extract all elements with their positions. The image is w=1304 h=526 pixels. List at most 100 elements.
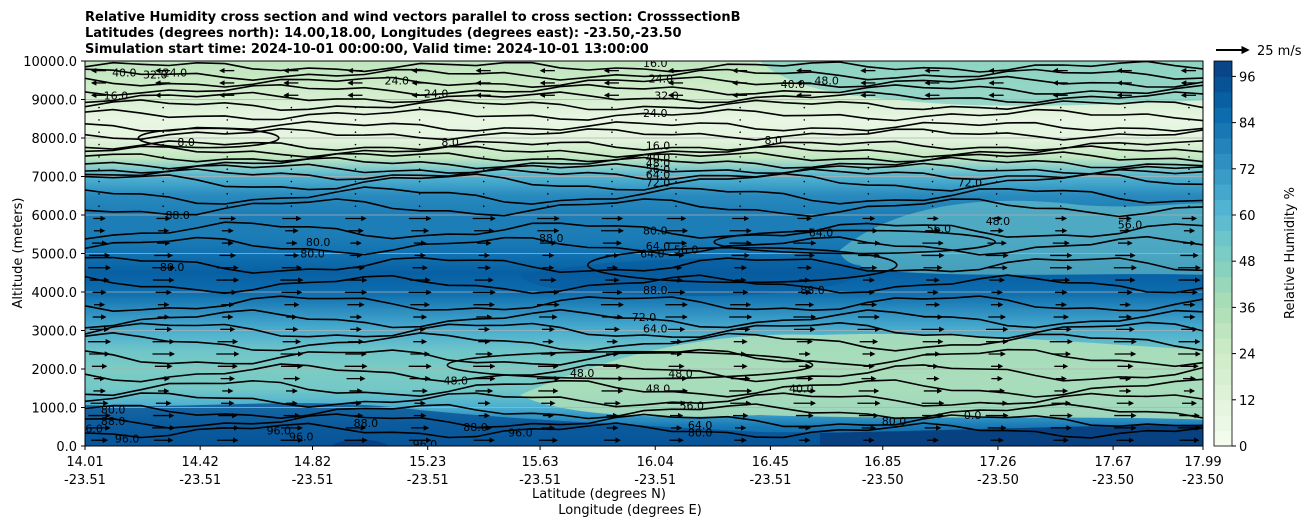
wind-vector xyxy=(162,180,164,183)
rh-regional-features xyxy=(85,61,1203,446)
wind-vector xyxy=(1124,156,1126,158)
contour-label: 72.0 xyxy=(646,176,671,189)
wind-vector xyxy=(482,131,485,134)
colorbar-segment xyxy=(1214,292,1232,308)
contour-label: 8.0 xyxy=(764,134,782,147)
contour-line xyxy=(85,186,1203,205)
wind-vector xyxy=(547,131,549,134)
colorbar-tick-label: 72 xyxy=(1239,163,1256,178)
x-tick-label-latitude: 15.23 xyxy=(409,455,446,470)
wind-vector xyxy=(803,180,806,183)
contour-label: 80.0 xyxy=(306,236,331,249)
contour-label: 64.0 xyxy=(643,323,668,336)
wind-vector xyxy=(162,205,164,207)
contour-label: 88.0 xyxy=(539,232,564,245)
colorbar-tick-label: 60 xyxy=(1239,209,1256,224)
wind-vector xyxy=(482,143,485,146)
dark-band-surface-right xyxy=(820,424,1203,446)
contour-line xyxy=(85,61,1203,73)
contour-label: 80.0 xyxy=(643,224,668,237)
y-tick-label: 10000.0 xyxy=(23,55,77,70)
contour-line xyxy=(85,172,1203,192)
contour-label: 40.0 xyxy=(789,382,814,395)
contour-label: 88.0 xyxy=(800,284,825,297)
contour-label: 48.0 xyxy=(646,382,671,395)
wind-vector xyxy=(1124,131,1126,134)
wind-vector xyxy=(98,193,100,195)
wind-vector xyxy=(1188,168,1190,170)
wind-vector xyxy=(1059,143,1062,146)
wind-vector xyxy=(354,193,357,195)
contour-label: 96.0 xyxy=(508,427,533,440)
wind-vector xyxy=(290,193,293,195)
wind-vector xyxy=(1059,205,1062,207)
contour-label: 72.0 xyxy=(958,176,983,189)
chart-title-line-1: Relative Humidity cross section and wind… xyxy=(85,10,741,25)
wind-vector xyxy=(98,205,100,207)
colorbar-segment xyxy=(1214,138,1232,154)
wind-vector xyxy=(739,168,741,170)
x-tick-label-latitude: 17.26 xyxy=(979,455,1016,470)
wind-vector xyxy=(1124,168,1126,170)
x-tick-label-longitude: -23.50 xyxy=(977,473,1019,488)
contour-label: 96.0 xyxy=(413,438,438,451)
contour-label: 16.0 xyxy=(104,90,129,103)
wind-vector xyxy=(418,106,421,109)
wind-vector xyxy=(803,193,806,195)
contour-label: 24.0 xyxy=(424,88,449,101)
wind-vector xyxy=(98,180,100,183)
chart-title-line-2: Latitudes (degrees north): 14.00,18.00, … xyxy=(85,26,682,41)
colorbar-segment xyxy=(1214,276,1232,293)
wind-vector xyxy=(1188,106,1190,109)
wind-vector xyxy=(226,180,229,183)
wind-vector xyxy=(995,143,998,146)
wind-vector xyxy=(803,119,806,121)
y-tick-label: 5000.0 xyxy=(32,248,78,263)
x-axis-label-longitude: Longitude (degrees E) xyxy=(558,503,702,518)
wind-vector xyxy=(482,180,485,183)
dry-region-mid-right xyxy=(840,200,1203,275)
wind-vector xyxy=(98,168,100,170)
contour-label: 64.0 xyxy=(688,419,713,432)
wind-vector xyxy=(290,106,293,109)
contour-line xyxy=(85,198,1203,218)
wind-vector xyxy=(547,205,549,207)
wind-vector xyxy=(675,180,677,183)
contour-label: 24.0 xyxy=(163,67,188,80)
x-tick-label-latitude: 16.04 xyxy=(637,455,674,470)
colorbar-segment xyxy=(1214,61,1232,77)
contour-line xyxy=(85,422,1203,439)
wind-vector xyxy=(675,131,677,134)
wind-vector xyxy=(931,119,934,121)
contour-label: 56.0 xyxy=(674,244,699,257)
wind-vector xyxy=(1188,205,1190,207)
wind-vector xyxy=(611,143,613,146)
contour-line xyxy=(85,402,1203,420)
wind-vector xyxy=(995,106,998,109)
x-axis-label-latitude: Latitude (degrees N) xyxy=(532,487,666,502)
wind-vector xyxy=(547,143,549,146)
contour-line xyxy=(85,321,1203,340)
wind-vector xyxy=(675,119,677,121)
wind-vector xyxy=(482,168,485,170)
wind-vector xyxy=(867,119,870,121)
contour-label: 24.0 xyxy=(649,72,674,85)
wind-vector xyxy=(803,106,806,109)
wind-vector xyxy=(611,180,613,183)
y-tick-label: 6000.0 xyxy=(32,209,78,224)
contour-label: 16.0 xyxy=(643,57,668,70)
contour-labels: 16.040.0 32.024.024.024.016.024.032.024.0… xyxy=(85,57,1142,451)
wind-vector xyxy=(931,131,934,134)
x-tick-label-longitude: -23.50 xyxy=(1182,473,1224,488)
contour-label: 80.0 xyxy=(101,403,126,416)
wind-vector xyxy=(1188,143,1190,146)
wind-vector xyxy=(1188,131,1190,134)
contour-line xyxy=(85,156,1203,170)
contour-line xyxy=(85,331,1203,352)
contour-label: 64.0 xyxy=(646,240,671,253)
wind-vector xyxy=(290,119,293,121)
colorbar-segment xyxy=(1214,168,1232,185)
wind-vector xyxy=(354,143,357,146)
wind-vector xyxy=(803,156,806,158)
contour-label: 40.0 xyxy=(781,78,806,91)
